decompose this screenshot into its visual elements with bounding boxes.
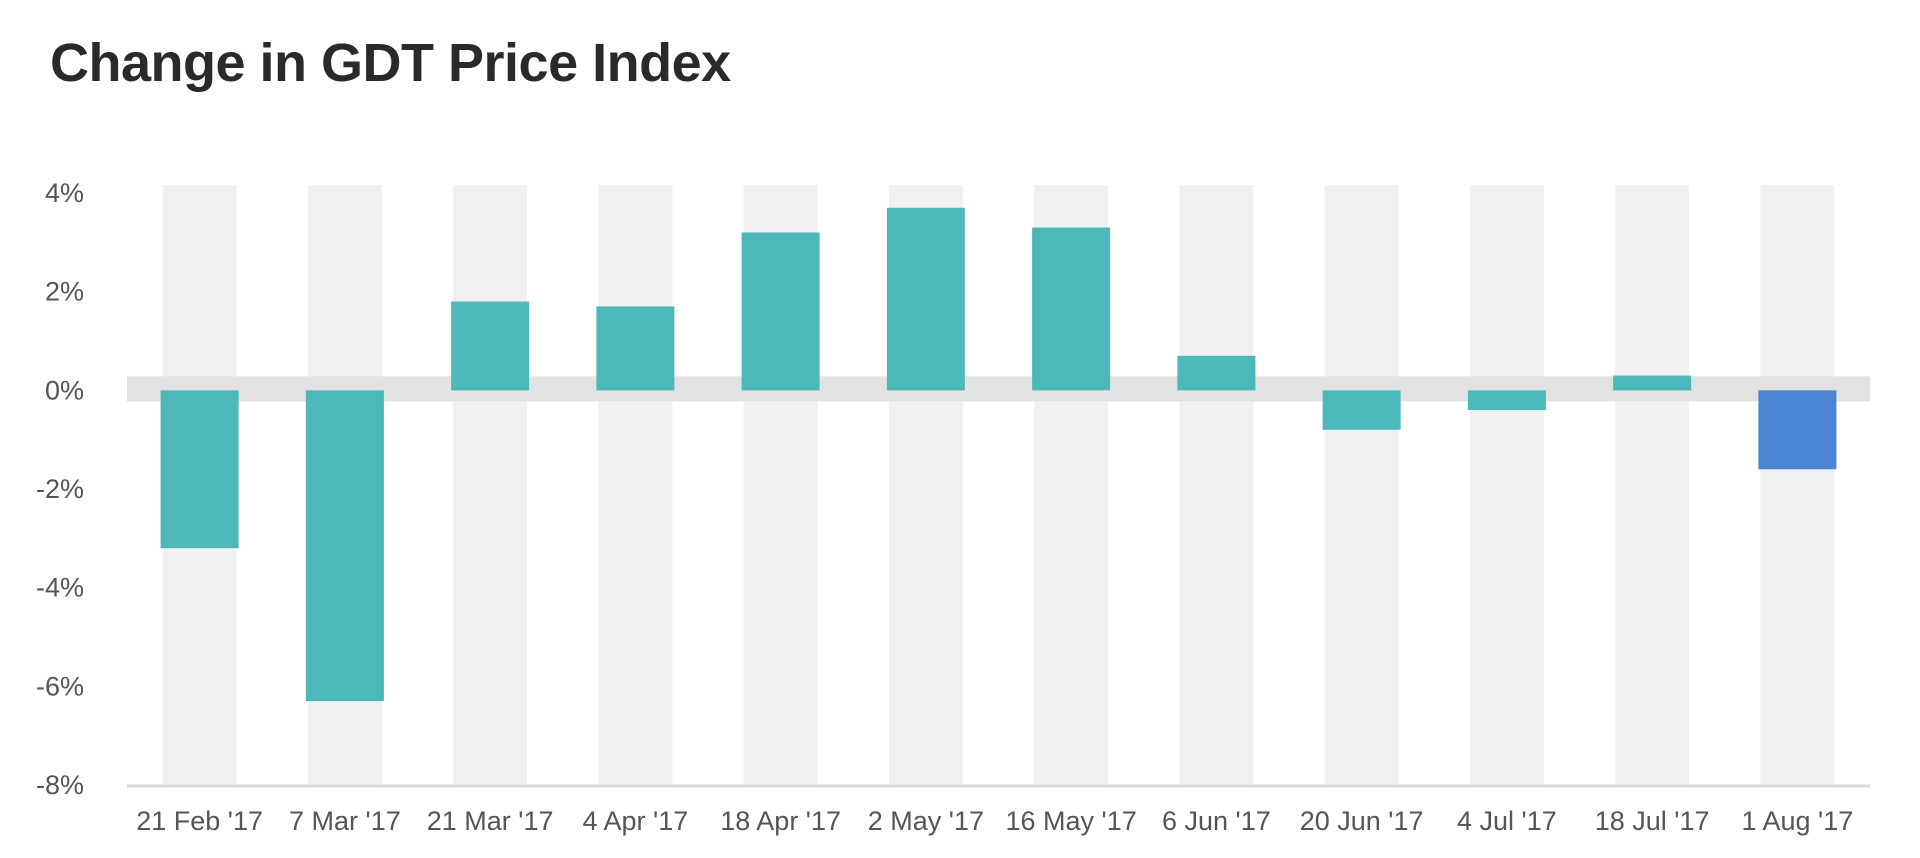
bar — [596, 306, 675, 391]
bar — [1613, 375, 1692, 391]
y-tick-label: 0% — [45, 375, 84, 405]
x-tick-label: 1 Aug '17 — [1741, 806, 1853, 836]
bar — [886, 207, 965, 391]
x-tick-label: 16 May '17 — [1006, 806, 1137, 836]
x-tick-label: 4 Apr '17 — [583, 806, 689, 836]
bar — [1177, 355, 1256, 391]
y-tick-label: -6% — [36, 671, 84, 701]
x-tick-label: 21 Feb '17 — [136, 806, 263, 836]
bar — [160, 390, 239, 549]
x-tick-label: 21 Mar '17 — [427, 806, 554, 836]
y-tick-label: 4% — [45, 178, 84, 208]
bar — [1758, 390, 1837, 470]
category-band — [1760, 185, 1835, 785]
bar — [1322, 390, 1401, 430]
x-tick-label: 18 Apr '17 — [720, 806, 841, 836]
x-tick-label: 4 Jul '17 — [1457, 806, 1557, 836]
x-axis-tick-labels: 21 Feb '17 7 Mar '17 21 Mar '17 4 Apr '17 18… — [136, 806, 1853, 836]
category-band — [1615, 185, 1690, 785]
y-tick-label: -2% — [36, 474, 84, 504]
x-tick-label: 18 Jul '17 — [1595, 806, 1710, 836]
bar — [741, 232, 820, 391]
category-bands — [162, 185, 1835, 785]
y-axis-tick-labels: 4% 2% 0% -2% -4% -6% -8% — [36, 178, 84, 800]
y-tick-label: -8% — [36, 770, 84, 800]
category-band — [1179, 185, 1254, 785]
bar — [1467, 390, 1546, 411]
zero-band — [127, 376, 1870, 402]
bar — [305, 390, 384, 702]
x-tick-label: 7 Mar '17 — [289, 806, 401, 836]
y-tick-label: -4% — [36, 573, 84, 603]
category-band — [598, 185, 673, 785]
category-band — [453, 185, 528, 785]
x-tick-label: 6 Jun '17 — [1162, 806, 1271, 836]
bar — [1032, 227, 1111, 391]
category-band — [1324, 185, 1399, 785]
bars — [160, 207, 1837, 702]
category-band — [1469, 185, 1544, 785]
chart-title: Change in GDT Price Index — [50, 33, 731, 93]
x-tick-label: 2 May '17 — [868, 806, 984, 836]
bar — [451, 301, 530, 391]
x-tick-label: 20 Jun '17 — [1300, 806, 1424, 836]
y-tick-label: 2% — [45, 277, 84, 307]
